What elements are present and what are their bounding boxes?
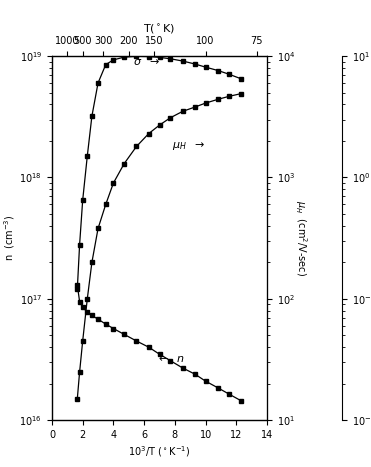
- Text: $\leftarrow$  n: $\leftarrow$ n: [157, 354, 186, 364]
- Y-axis label: $\mu_H$  (cm$^2$/V-sec): $\mu_H$ (cm$^2$/V-sec): [293, 200, 309, 276]
- X-axis label: 10$^3$/T ($^\circ$K$^{-1}$): 10$^3$/T ($^\circ$K$^{-1}$): [128, 444, 191, 459]
- Text: $\mu_H$  $\rightarrow$: $\mu_H$ $\rightarrow$: [172, 141, 205, 152]
- X-axis label: T($^\circ$K): T($^\circ$K): [144, 22, 175, 35]
- Text: $\sigma$  $\rightarrow$: $\sigma$ $\rightarrow$: [134, 57, 161, 67]
- Y-axis label: n  (cm$^{-3}$): n (cm$^{-3}$): [2, 215, 17, 262]
